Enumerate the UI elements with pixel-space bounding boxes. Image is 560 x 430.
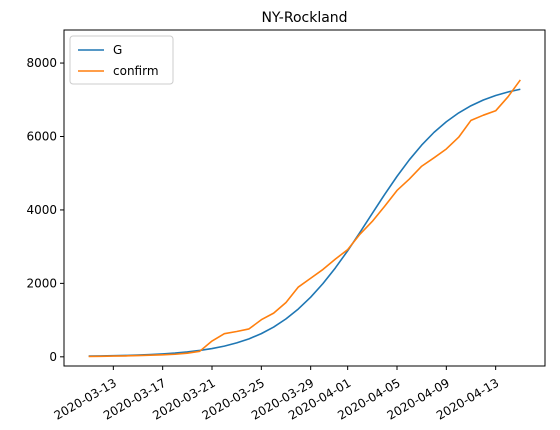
y-tick-label: 6000: [26, 129, 57, 143]
legend-box: [69, 35, 174, 85]
y-tick-label: 2000: [26, 276, 57, 290]
series-line-confirm: [88, 79, 521, 358]
y-tick-label: 8000: [26, 56, 57, 70]
x-axis: 2020-03-132020-03-172020-03-212020-03-25…: [52, 366, 501, 423]
axes-frame: [63, 29, 546, 367]
series-line-G: [88, 88, 521, 357]
plot-area: [88, 79, 521, 358]
legend-label-G: G: [113, 43, 122, 57]
y-tick-label: 4000: [26, 203, 57, 217]
y-tick-label: 0: [49, 350, 57, 364]
y-axis: 0 2000 4000 6000 8000: [26, 56, 64, 364]
chart-title: NY-Rockland: [261, 10, 347, 26]
legend-label-confirm: confirm: [113, 64, 159, 78]
